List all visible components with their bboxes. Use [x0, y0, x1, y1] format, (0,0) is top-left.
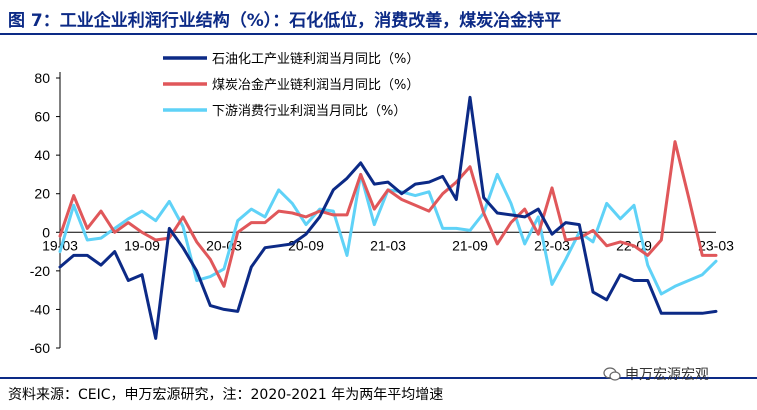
y-tick-label: -20 [30, 263, 50, 279]
title-divider [0, 33, 757, 35]
watermark: 申万宏源宏观 [603, 364, 709, 384]
legend-label-1: 石油化工产业链利润当月同比（%） [212, 52, 419, 67]
y-tick-label: 60 [34, 109, 50, 125]
x-tick-label: 23-03 [698, 237, 734, 253]
watermark-text: 申万宏源宏观 [625, 367, 709, 383]
y-tick-label: -40 [30, 301, 50, 317]
x-tick-label: 21-09 [452, 237, 488, 253]
legend-label-2: 煤炭冶金产业链利润当月同比（%） [212, 77, 419, 93]
x-tick-label: 21-03 [370, 237, 406, 253]
wechat-icon [603, 367, 621, 381]
x-tick-label: 20-09 [288, 237, 324, 253]
figure-title: 图 7：工业企业利润行业结构（%）：石化低位，消费改善，煤炭冶金持平 [8, 11, 562, 31]
y-tick-label: 0 [42, 224, 50, 240]
chart-legend: 石油化工产业链利润当月同比（%） 煤炭冶金产业链利润当月同比（%） 下游消费行业利润… [163, 52, 419, 119]
y-tick-label: 40 [34, 147, 50, 163]
x-tick-label: 19-03 [42, 237, 78, 253]
y-tick-label: 20 [34, 186, 50, 202]
source-note: 资料来源：CEIC，申万宏源研究，注：2020-2021 年为两年平均增速 [8, 387, 444, 403]
legend-label-3: 下游消费行业利润当月同比（%） [212, 104, 406, 119]
source-divider [0, 377, 757, 379]
y-tick-label: 80 [34, 70, 50, 86]
series-line-1 [58, 95, 718, 340]
y-tick-label: -60 [30, 340, 50, 356]
x-tick-label: 19-09 [124, 237, 160, 253]
chart-series-lines [58, 95, 718, 340]
